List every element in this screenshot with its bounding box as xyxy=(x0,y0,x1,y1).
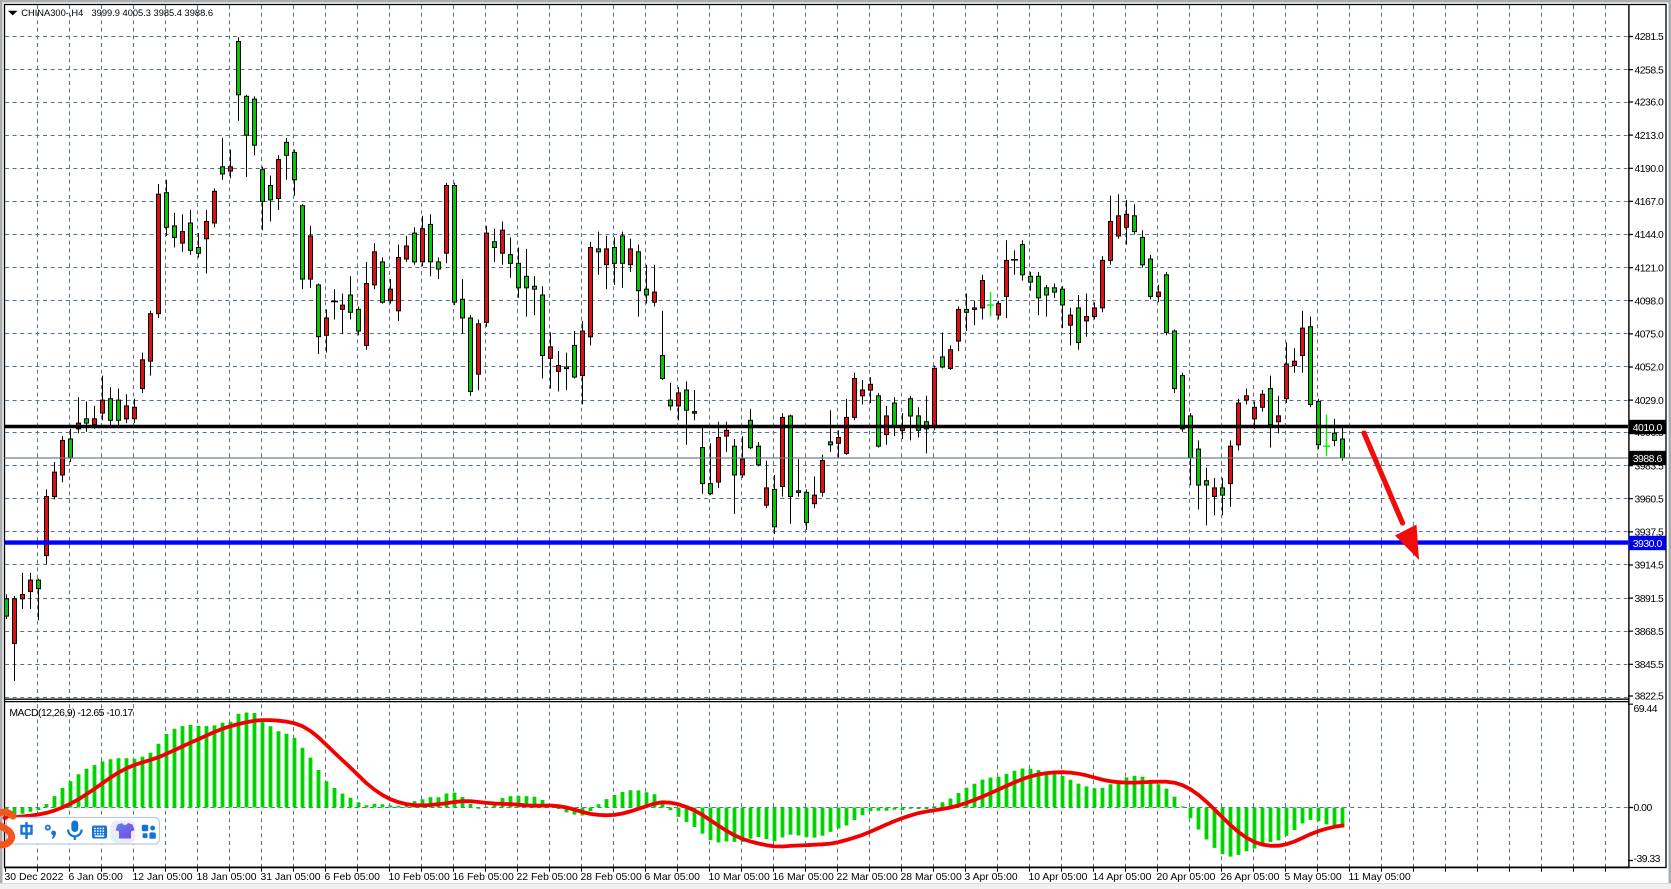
svg-text:6 Jan 05:00: 6 Jan 05:00 xyxy=(69,872,124,883)
svg-text:3999.9 4005.3 3985.4 3988.6: 3999.9 4005.3 3985.4 3988.6 xyxy=(92,8,214,18)
svg-text:31 Jan 05:00: 31 Jan 05:00 xyxy=(261,872,321,883)
svg-text:18 Jan 05:00: 18 Jan 05:00 xyxy=(197,872,257,883)
svg-text:30 Dec 2022: 30 Dec 2022 xyxy=(5,872,64,883)
svg-text:28 Mar 05:00: 28 Mar 05:00 xyxy=(901,872,962,883)
svg-text:14 Apr 05:00: 14 Apr 05:00 xyxy=(1093,872,1152,883)
svg-text:10 Mar 05:00: 10 Mar 05:00 xyxy=(709,872,770,883)
svg-text:4258.5: 4258.5 xyxy=(1635,65,1665,76)
svg-text:3937.5: 3937.5 xyxy=(1635,528,1665,539)
svg-text:10 Feb 05:00: 10 Feb 05:00 xyxy=(389,872,450,883)
svg-text:4281.5: 4281.5 xyxy=(1635,32,1665,43)
svg-text:0.00: 0.00 xyxy=(1634,803,1653,814)
svg-text:4010.0: 4010.0 xyxy=(1633,423,1663,434)
svg-text:20 Apr 05:00: 20 Apr 05:00 xyxy=(1157,872,1216,883)
svg-text:4144.0: 4144.0 xyxy=(1635,230,1665,241)
svg-text:4236.0: 4236.0 xyxy=(1635,98,1665,109)
svg-text:6 Feb 05:00: 6 Feb 05:00 xyxy=(325,872,381,883)
svg-text:5 May 05:00: 5 May 05:00 xyxy=(1285,872,1342,883)
svg-text:69.44: 69.44 xyxy=(1634,704,1658,715)
svg-text:3914.5: 3914.5 xyxy=(1635,561,1665,572)
svg-text:26 Apr 05:00: 26 Apr 05:00 xyxy=(1221,872,1280,883)
svg-text:16 Mar 05:00: 16 Mar 05:00 xyxy=(773,872,834,883)
svg-text:6 Mar 05:00: 6 Mar 05:00 xyxy=(645,872,701,883)
svg-text:22 Feb 05:00: 22 Feb 05:00 xyxy=(517,872,578,883)
svg-text:3868.5: 3868.5 xyxy=(1635,627,1665,638)
svg-text:3960.5: 3960.5 xyxy=(1635,494,1665,505)
svg-text:4213.0: 4213.0 xyxy=(1635,131,1665,142)
svg-text:3930.0: 3930.0 xyxy=(1633,539,1663,550)
svg-text:3891.5: 3891.5 xyxy=(1635,594,1665,605)
svg-text:4190.0: 4190.0 xyxy=(1635,164,1665,175)
svg-text:16 Feb 05:00: 16 Feb 05:00 xyxy=(453,872,514,883)
svg-text:3 Apr 05:00: 3 Apr 05:00 xyxy=(965,872,1018,883)
svg-text:3845.5: 3845.5 xyxy=(1635,660,1665,671)
svg-text:4121.0: 4121.0 xyxy=(1635,263,1665,274)
svg-text:4167.0: 4167.0 xyxy=(1635,197,1665,208)
svg-text:28 Feb 05:00: 28 Feb 05:00 xyxy=(581,872,642,883)
svg-text:12 Jan 05:00: 12 Jan 05:00 xyxy=(133,872,193,883)
svg-text:MACD(12,26,9) -12.65 -10.17: MACD(12,26,9) -12.65 -10.17 xyxy=(9,708,133,719)
svg-text:3983.5: 3983.5 xyxy=(1635,461,1665,472)
svg-text:CHINA300-,H4: CHINA300-,H4 xyxy=(21,8,83,18)
svg-text:3988.6: 3988.6 xyxy=(1633,454,1663,465)
svg-text:10 Apr 05:00: 10 Apr 05:00 xyxy=(1029,872,1088,883)
svg-text:3822.5: 3822.5 xyxy=(1635,692,1665,703)
svg-text:11 May 05:00: 11 May 05:00 xyxy=(1349,872,1411,883)
svg-text:4075.0: 4075.0 xyxy=(1635,330,1665,341)
svg-text:4098.0: 4098.0 xyxy=(1635,296,1665,307)
svg-text:4029.0: 4029.0 xyxy=(1635,396,1665,407)
svg-text:22 Mar 05:00: 22 Mar 05:00 xyxy=(837,872,898,883)
svg-text:4052.0: 4052.0 xyxy=(1635,363,1665,374)
svg-text:-39.33: -39.33 xyxy=(1634,854,1661,865)
